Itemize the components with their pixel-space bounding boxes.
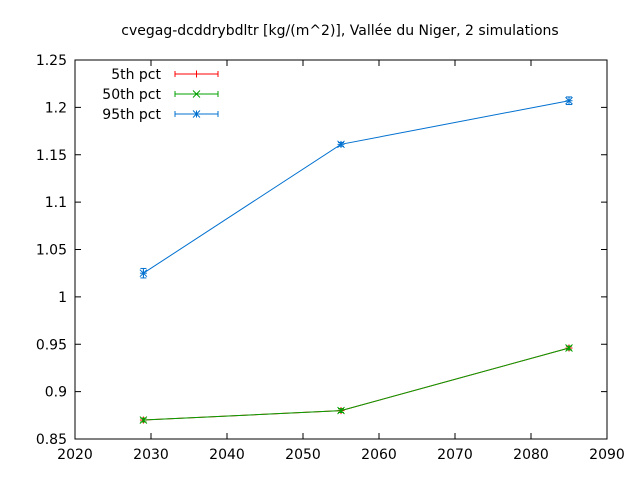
y-tick-label: 1.05 bbox=[36, 243, 67, 259]
x-tick-label: 2090 bbox=[589, 447, 625, 463]
x-tick-label: 2060 bbox=[361, 447, 397, 463]
y-tick-label: 1.25 bbox=[36, 53, 67, 69]
y-tick-label: 1.15 bbox=[36, 148, 67, 164]
x-tick-label: 2020 bbox=[57, 447, 93, 463]
plot-area: 2020 2030 2040 2050 2060 2070 2080 2090 0.85 0.9 0… bbox=[36, 53, 625, 463]
legend-marker bbox=[192, 90, 201, 98]
y-tick-label: 1 bbox=[58, 290, 67, 306]
y-tick-label: 1.2 bbox=[45, 100, 67, 116]
series-50th-pct bbox=[139, 344, 573, 424]
data-point bbox=[139, 269, 148, 278]
data-point bbox=[337, 406, 345, 415]
legend-marker bbox=[192, 110, 201, 118]
series-line bbox=[143, 347, 570, 421]
y-tick-label: 0.9 bbox=[45, 385, 67, 401]
series-5th-pct bbox=[139, 344, 573, 424]
series-line bbox=[143, 100, 570, 274]
data-point bbox=[139, 416, 148, 424]
x-tick-label: 2050 bbox=[285, 447, 321, 463]
legend: 5th pct 50th pct 95th pct bbox=[102, 67, 219, 123]
y-tick-label: 0.95 bbox=[36, 337, 67, 353]
legend-label: 95th pct bbox=[102, 107, 161, 123]
x-tick-label: 2040 bbox=[209, 447, 245, 463]
data-point bbox=[565, 96, 573, 105]
legend-label: 5th pct bbox=[111, 67, 161, 83]
y-tick-label: 1.1 bbox=[45, 195, 67, 211]
x-tick-label: 2070 bbox=[437, 447, 473, 463]
series-95th-pct bbox=[139, 96, 573, 279]
x-tick-label: 2080 bbox=[513, 447, 549, 463]
chart-title: cvegag-dcddrybdltr [kg/(m^2)], Vallée du… bbox=[121, 23, 558, 39]
y-tick-label: 0.85 bbox=[36, 432, 67, 448]
data-point bbox=[565, 344, 573, 352]
data-point bbox=[337, 140, 345, 149]
x-tick-label: 2030 bbox=[133, 447, 169, 463]
legend-marker bbox=[193, 70, 200, 78]
series-line bbox=[143, 347, 570, 421]
legend-label: 50th pct bbox=[102, 87, 161, 103]
